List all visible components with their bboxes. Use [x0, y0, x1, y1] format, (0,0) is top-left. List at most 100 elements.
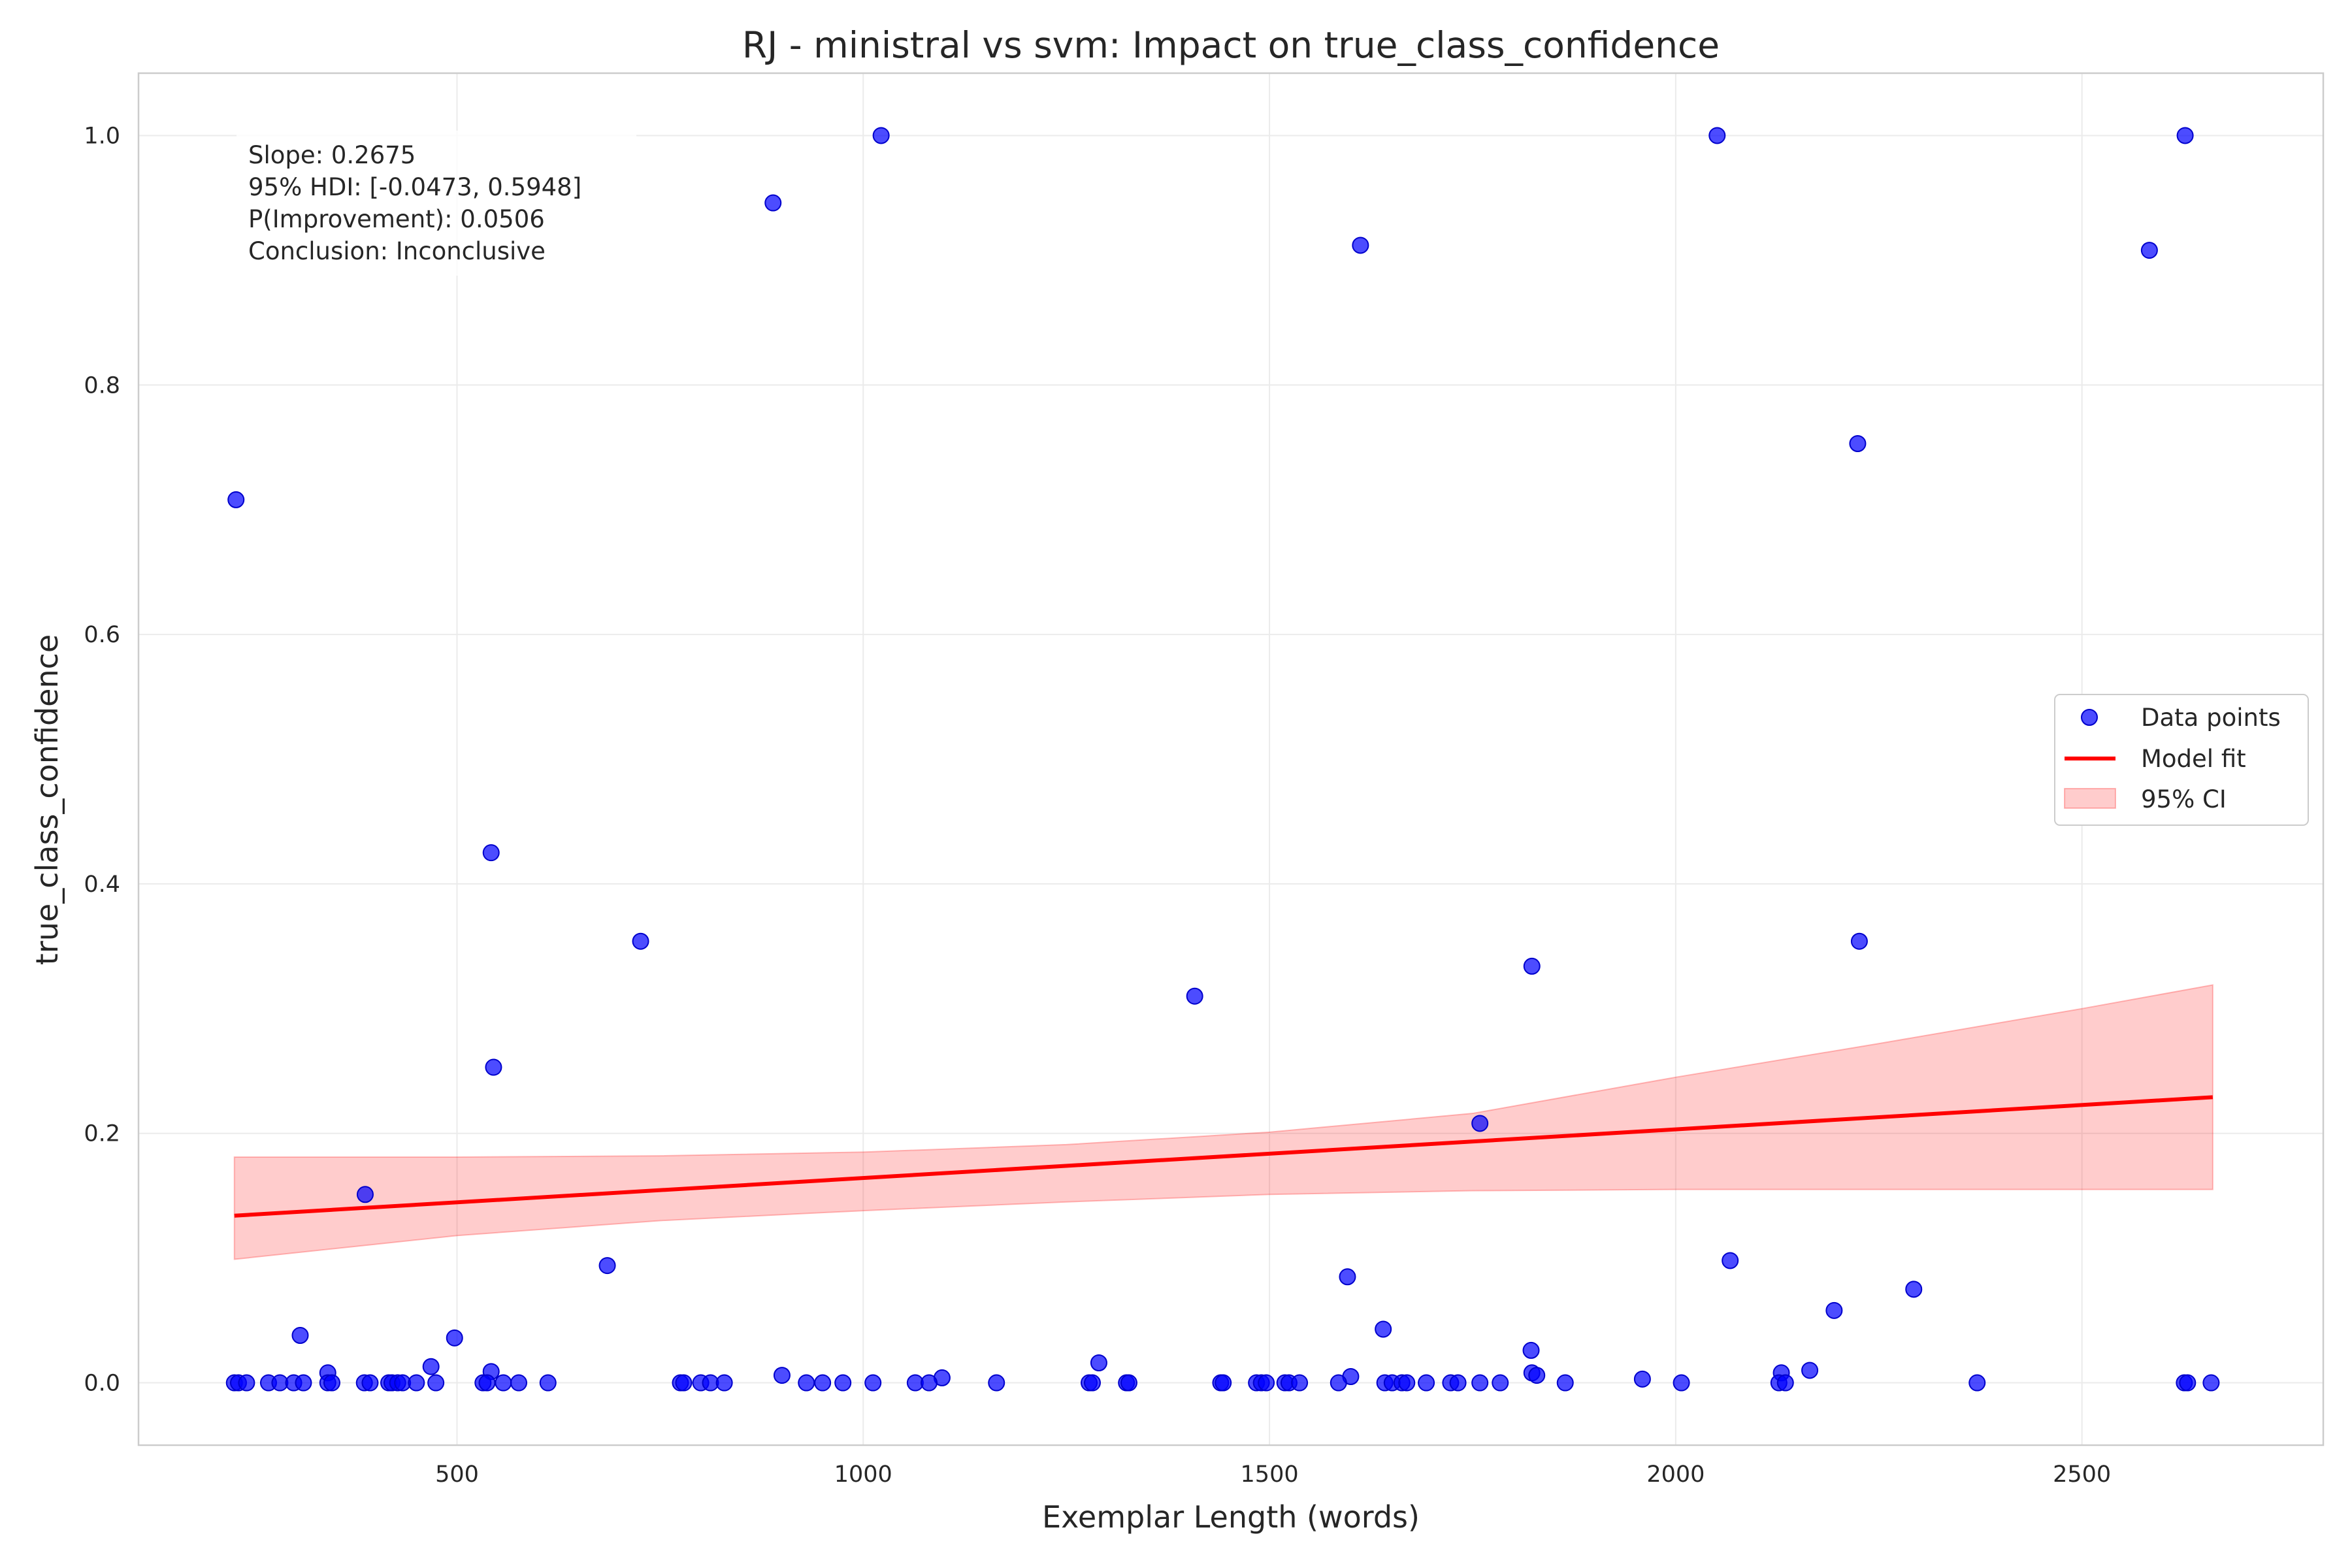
- data-point: [1708, 127, 1726, 144]
- data-point: [1471, 1115, 1489, 1132]
- data-point: [1471, 1374, 1489, 1392]
- legend-label-model-fit: Model fit: [2141, 745, 2246, 773]
- legend-label-ci: 95% CI: [2141, 785, 2227, 813]
- legend-marker-ci: [2064, 788, 2116, 809]
- data-point: [632, 932, 649, 950]
- data-point: [1905, 1281, 1923, 1298]
- data-point: [1492, 1374, 1509, 1392]
- y-tick-label: 0.8: [84, 372, 120, 399]
- data-point: [1556, 1374, 1574, 1392]
- data-point: [1633, 1370, 1651, 1388]
- x-axis-title: Exemplar Length (words): [1042, 1499, 1420, 1535]
- data-point: [1186, 987, 1203, 1005]
- data-point: [773, 1367, 791, 1384]
- data-point: [295, 1374, 312, 1392]
- data-point: [1339, 1268, 1356, 1286]
- data-point: [1849, 435, 1867, 452]
- legend-frame: [2054, 694, 2309, 826]
- data-point: [598, 1257, 616, 1275]
- data-point: [921, 1374, 938, 1392]
- data-point: [1673, 1374, 1690, 1392]
- data-points-layer: [225, 127, 2220, 1392]
- legend: Data points Model fit 95% CI: [2054, 694, 2309, 826]
- data-point: [485, 1058, 502, 1076]
- data-point: [1090, 1354, 1107, 1371]
- tick-labels: 500 1000 1500 2000 2500 0.0 0.2 0.4 0.6 0.8 1.0: [84, 123, 2111, 1488]
- plot-frame: [137, 72, 2325, 1446]
- y-tick-label: 1.0: [84, 123, 120, 149]
- data-point: [1120, 1374, 1137, 1392]
- x-tick-label: 1500: [1241, 1462, 1299, 1488]
- data-point: [715, 1374, 733, 1392]
- data-point: [323, 1374, 340, 1392]
- x-tick-label: 500: [435, 1462, 479, 1488]
- annotation-hdi: 95% HDI: [-0.0473, 0.5948]: [248, 173, 581, 201]
- x-tick-label: 1000: [834, 1462, 892, 1488]
- data-point: [1776, 1374, 1794, 1392]
- y-tick-label: 0.4: [84, 872, 120, 898]
- data-point: [2140, 242, 2158, 259]
- data-point: [1258, 1374, 1275, 1392]
- data-point: [238, 1374, 255, 1392]
- data-point: [2179, 1374, 2197, 1392]
- y-tick-label: 0.2: [84, 1121, 120, 1147]
- data-point: [539, 1374, 557, 1392]
- y-axis-title: true_class_confidence: [29, 634, 65, 965]
- data-point: [1528, 1367, 1546, 1384]
- data-point: [1825, 1301, 1843, 1319]
- data-point: [1291, 1374, 1309, 1392]
- data-point: [764, 194, 782, 212]
- chart-title: RJ - ministral vs svm: Impact on true_cl…: [742, 24, 1720, 66]
- data-point: [1801, 1362, 1819, 1379]
- data-point: [1083, 1374, 1101, 1392]
- data-point: [1398, 1374, 1416, 1392]
- model-fit-line: [234, 1095, 2213, 1218]
- y-tick-label: 0.6: [84, 622, 120, 648]
- data-point: [864, 1374, 882, 1392]
- data-point: [1449, 1374, 1467, 1392]
- data-point: [2176, 127, 2194, 144]
- data-point: [510, 1374, 527, 1392]
- data-point: [1418, 1374, 1435, 1392]
- data-point: [291, 1327, 309, 1344]
- data-point: [482, 844, 500, 862]
- y-tick-label: 0.0: [84, 1371, 120, 1397]
- annotation-p-improvement: P(Improvement): 0.0506: [248, 205, 545, 233]
- ci-band-layer: [233, 984, 2213, 1260]
- x-tick-label: 2500: [2053, 1462, 2111, 1488]
- data-point: [227, 491, 245, 508]
- data-point: [1215, 1374, 1232, 1392]
- ci-band: [233, 984, 2213, 1260]
- data-point: [872, 127, 890, 144]
- data-point: [675, 1374, 693, 1392]
- data-point: [798, 1374, 815, 1392]
- data-point: [2202, 1374, 2220, 1392]
- data-point: [814, 1374, 832, 1392]
- data-point: [478, 1374, 496, 1392]
- annotation-conclusion: Conclusion: Inconclusive: [248, 237, 546, 265]
- data-point: [356, 1186, 374, 1203]
- data-point: [408, 1374, 425, 1392]
- legend-marker-data-points: [2081, 709, 2098, 726]
- x-tick-label: 2000: [1646, 1462, 1705, 1488]
- model-fit-layer: [234, 1095, 2213, 1218]
- data-point: [427, 1374, 445, 1392]
- data-point: [1523, 957, 1541, 975]
- data-point: [495, 1374, 512, 1392]
- data-point: [1352, 237, 1369, 254]
- data-point: [361, 1374, 379, 1392]
- annotation-slope: Slope: 0.2675: [248, 141, 416, 169]
- data-point: [446, 1329, 463, 1347]
- stats-annotation: Slope: 0.2675 95% HDI: [-0.0473, 0.5948]…: [237, 131, 636, 276]
- data-point: [1375, 1320, 1392, 1338]
- data-point: [834, 1374, 852, 1392]
- annotation-background: [237, 131, 636, 276]
- data-point: [1330, 1374, 1347, 1392]
- legend-label-data-points: Data points: [2141, 704, 2281, 732]
- data-point: [1850, 932, 1868, 950]
- data-point: [1522, 1341, 1540, 1359]
- grid: [139, 73, 2323, 1445]
- data-point: [988, 1374, 1005, 1392]
- data-point: [1968, 1374, 1986, 1392]
